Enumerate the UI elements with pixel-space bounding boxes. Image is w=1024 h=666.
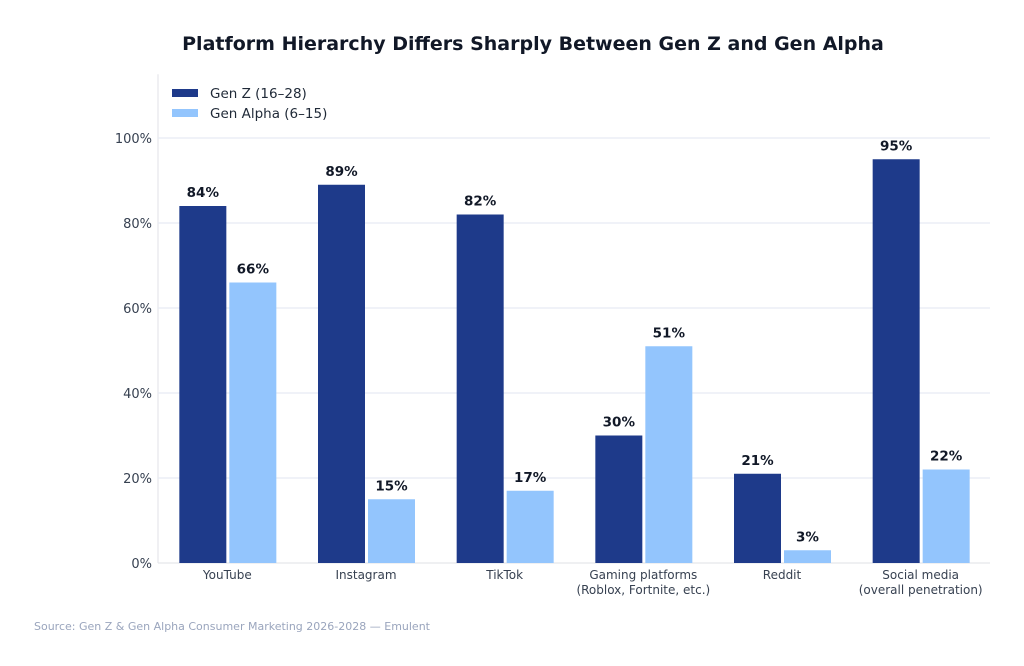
data-label: 21% (741, 453, 774, 469)
data-label: 15% (375, 478, 408, 494)
data-label: 66% (237, 262, 270, 278)
bar (456, 214, 504, 563)
legend-swatch (172, 89, 198, 97)
bar (922, 469, 970, 563)
data-label: 82% (464, 194, 497, 210)
bar (229, 282, 277, 563)
y-tick-label: 60% (123, 302, 152, 317)
y-tick-label: 0% (131, 557, 152, 572)
y-tick-label: 20% (123, 472, 152, 487)
bar (645, 346, 693, 563)
data-label: 22% (930, 449, 963, 465)
bar (506, 490, 554, 563)
x-tick-label: Instagram (335, 568, 396, 582)
legend-label: Gen Z (16–28) (210, 86, 307, 102)
y-tick-label: 100% (115, 132, 152, 147)
data-label: 95% (880, 138, 913, 154)
bar (368, 499, 415, 563)
x-tick-label: YouTube (202, 568, 252, 582)
bar (318, 184, 365, 563)
bar (872, 159, 920, 563)
chart-title: Platform Hierarchy Differs Sharply Betwe… (182, 33, 884, 55)
data-label: 51% (653, 325, 686, 341)
data-label: 89% (325, 164, 358, 180)
data-label: 3% (796, 529, 819, 545)
x-tick-label: Social media (overall penetration) (859, 568, 983, 597)
x-tick-label: TikTok (485, 568, 523, 582)
bar (784, 550, 831, 563)
bar (595, 435, 643, 563)
data-label: 17% (514, 470, 547, 486)
x-tick-label: Gaming platforms (Roblox, Fortnite, etc.) (576, 568, 710, 597)
data-label: 30% (603, 415, 636, 431)
legend-swatch (172, 109, 198, 117)
data-label: 84% (187, 185, 220, 201)
bar (179, 206, 227, 563)
y-tick-label: 40% (123, 387, 152, 402)
bar (734, 473, 781, 563)
legend-label: Gen Alpha (6–15) (210, 106, 327, 122)
y-tick-label: 80% (123, 217, 152, 232)
source-note: Source: Gen Z & Gen Alpha Consumer Marke… (34, 620, 431, 633)
x-tick-label: Reddit (763, 568, 802, 582)
